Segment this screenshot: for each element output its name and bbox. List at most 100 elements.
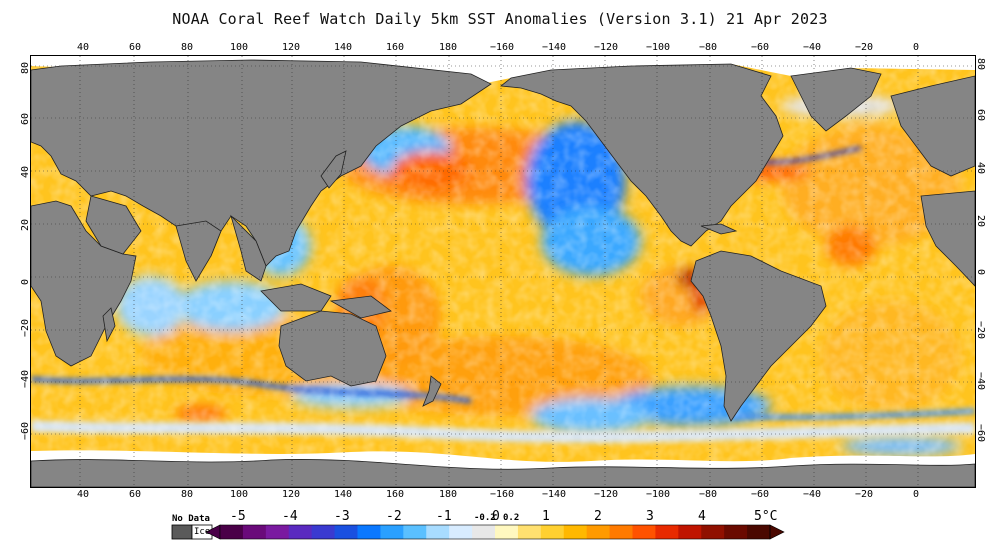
legend-value-label: -3 [334, 509, 350, 524]
land-masses [31, 59, 975, 487]
legend-swatch [380, 525, 404, 539]
new-zealand [422, 375, 442, 407]
longitude-tick: −160 [490, 489, 515, 500]
legend-value-label: 3 [646, 509, 654, 524]
latitude-tick-right: −40 [975, 372, 986, 391]
no-data-swatch [171, 524, 193, 540]
longitude-tick: 180 [438, 489, 458, 500]
legend-swatches [205, 524, 785, 540]
greenland [790, 67, 882, 132]
legend-swatch [701, 525, 725, 539]
legend-swatch [747, 525, 771, 539]
legend-swatch [334, 525, 358, 539]
latitude-tick-right: 20 [975, 215, 986, 228]
legend-value-label: -0.2 [474, 513, 496, 523]
madagascar [102, 307, 116, 343]
latitude-tick-right: −60 [975, 424, 986, 443]
latitude-tick-right: 40 [975, 162, 986, 175]
legend-swatch [495, 525, 519, 539]
legend-bar [171, 524, 785, 540]
new-guinea [329, 295, 392, 319]
legend-value-label: 5°C [754, 509, 778, 524]
longitude-tick: 80 [180, 42, 194, 53]
longitude-tick: 180 [438, 42, 458, 53]
longitude-tick: 120 [281, 42, 301, 53]
south-america [690, 250, 827, 422]
india [175, 220, 222, 282]
longitude-tick: 60 [128, 42, 142, 53]
latitude-tick-right: −20 [975, 321, 986, 340]
longitude-tick: 40 [76, 42, 90, 53]
longitude-tick: −100 [646, 42, 671, 53]
legend-swatch [678, 525, 702, 539]
longitude-tick: 100 [229, 489, 249, 500]
caribbean [700, 223, 738, 235]
longitude-tick: −40 [802, 42, 822, 53]
japan [320, 150, 347, 189]
longitude-tick: −40 [802, 489, 822, 500]
longitude-tick: −140 [542, 489, 567, 500]
latitude-tick-right: 80 [975, 58, 986, 71]
longitude-tick: 0 [912, 42, 920, 53]
legend-value-label: -5 [230, 509, 246, 524]
legend-swatch [265, 525, 290, 539]
legend-swatch [632, 525, 656, 539]
longitude-tick: 140 [333, 489, 353, 500]
map-canvas [31, 56, 975, 487]
longitude-tick: −100 [646, 489, 671, 500]
legend-frame [219, 524, 771, 540]
map-title: NOAA Coral Reef Watch Daily 5km SST Anom… [172, 10, 828, 28]
longitude-tick: −80 [698, 489, 718, 500]
latitude-tick-right: 60 [975, 109, 986, 122]
legend-swatch [586, 525, 611, 539]
legend-value-label: 4 [698, 509, 706, 524]
legend-swatch [311, 525, 336, 539]
legend-swatch [472, 525, 496, 539]
longitude-tick: −160 [490, 42, 515, 53]
sst-anomaly-map [30, 55, 976, 488]
legend-swatch [609, 525, 633, 539]
longitude-tick: −80 [698, 42, 718, 53]
legend-swatch [517, 525, 542, 539]
legend-value-label: 0.2 [503, 513, 520, 523]
legend-value-label: -1 [436, 509, 452, 524]
arabia [85, 195, 142, 255]
legend-arrow-high [769, 524, 785, 540]
antarctica [31, 459, 975, 487]
longitude-tick: −140 [542, 42, 567, 53]
legend-value-label: -4 [282, 509, 298, 524]
legend-value-label: -2 [386, 509, 402, 524]
legend-swatch [540, 525, 565, 539]
longitude-tick: 80 [180, 489, 194, 500]
longitude-tick: 160 [385, 489, 405, 500]
legend-swatch [403, 525, 427, 539]
longitude-tick: 140 [333, 42, 353, 53]
legend-swatch [426, 525, 450, 539]
legend-swatch [449, 525, 473, 539]
longitude-tick: 160 [385, 42, 405, 53]
legend-value-label: 2 [594, 509, 602, 524]
latitude-tick-right: 0 [975, 269, 986, 276]
longitude-tick: 120 [281, 489, 301, 500]
scandinavia-iceland [890, 75, 975, 177]
legend-swatch [724, 525, 748, 539]
north-america [499, 63, 784, 247]
legend-swatch [242, 525, 267, 539]
legend-ice-label: Ice [194, 527, 211, 537]
legend-swatch [288, 525, 313, 539]
longitude-tick: 100 [229, 42, 249, 53]
longitude-tick: −60 [750, 489, 770, 500]
graticule [31, 56, 975, 487]
west-africa [920, 190, 975, 287]
southeast-asia [230, 214, 267, 282]
legend-swatch [563, 525, 588, 539]
legend-value-label: 1 [542, 509, 550, 524]
longitude-tick: −60 [750, 42, 770, 53]
legend-swatch [357, 525, 381, 539]
color-legend: No Data Ice -5 -4 -3 -2 -1 -0.2 0 0.2 1 2 3 4 5°C [0, 505, 1000, 545]
longitude-tick: 40 [76, 489, 90, 500]
legend-value-label: 0 [492, 509, 500, 524]
legend-swatch [655, 525, 679, 539]
legend-swatch [220, 525, 244, 539]
legend-no-data-label: No Data [172, 514, 210, 524]
